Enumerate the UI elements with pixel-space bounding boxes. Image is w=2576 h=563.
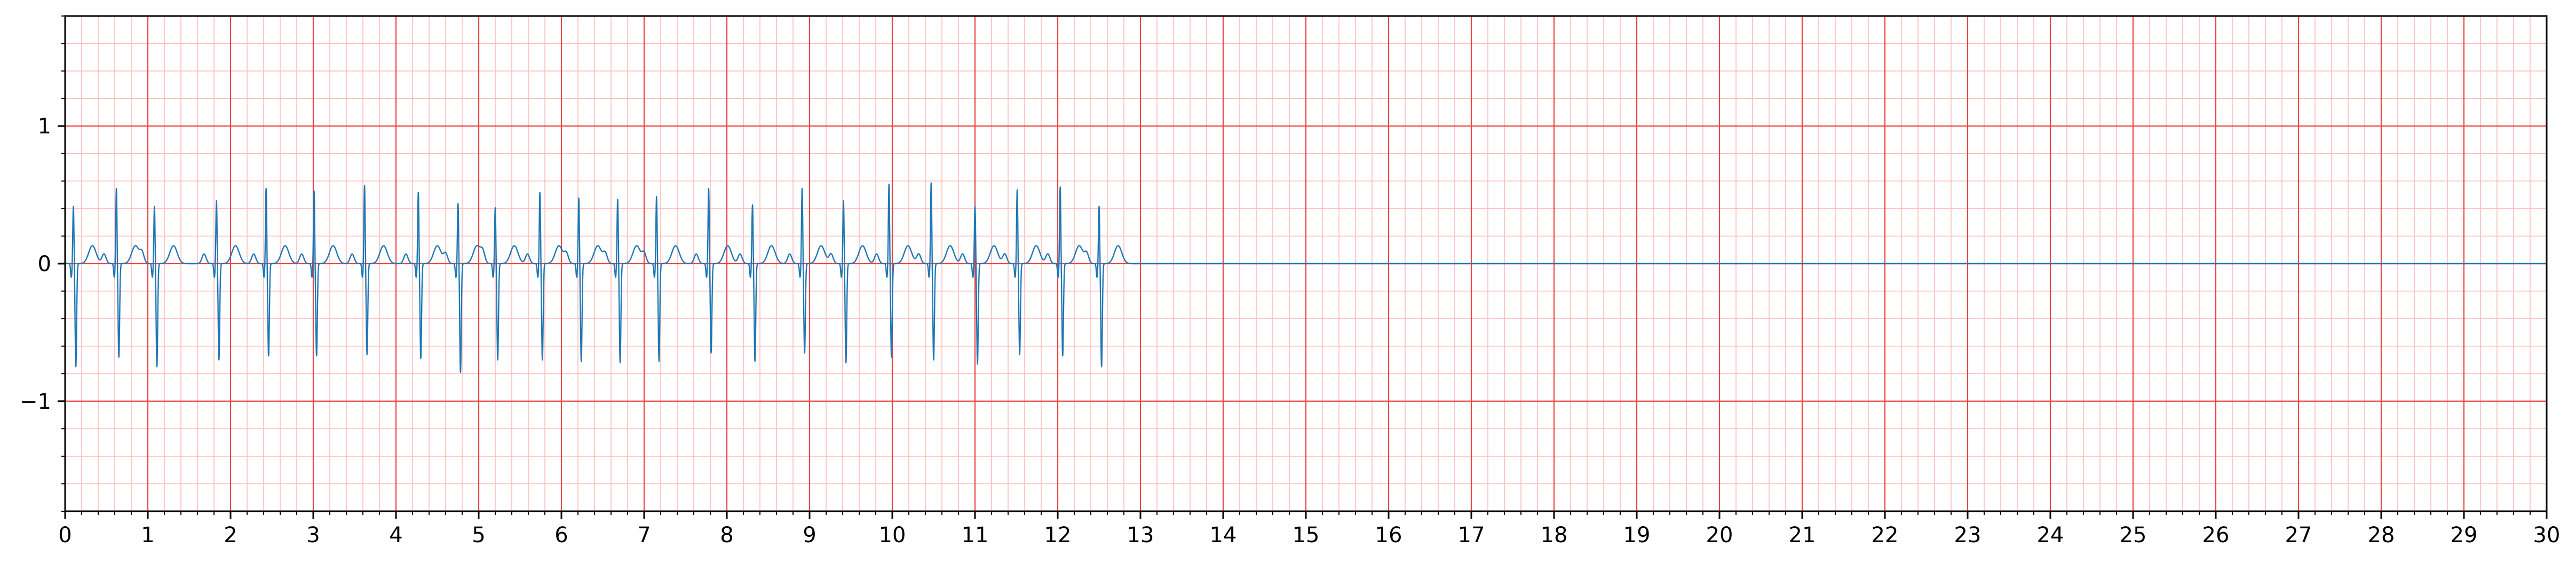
x-tick-label: 20 bbox=[1706, 523, 1733, 548]
x-tick-label: 6 bbox=[554, 523, 568, 548]
x-tick-label: 23 bbox=[1954, 523, 1981, 548]
x-tick-labels: 0 1 2 3 4 5 6 7 8 9 10 11 12 13 14 15 16 17 18 19 20 21 22 23 24… bbox=[58, 523, 2560, 548]
x-tick-label: 30 bbox=[2533, 523, 2561, 548]
x-tick-label: 4 bbox=[389, 523, 402, 548]
ecg-series bbox=[65, 182, 2547, 373]
x-tick-label: 26 bbox=[2202, 523, 2230, 548]
x-tick-label: 19 bbox=[1623, 523, 1651, 548]
x-tick-label: 3 bbox=[306, 523, 320, 548]
x-tick-label: 1 bbox=[141, 523, 154, 548]
y-tick-labels: −1 0 1 bbox=[20, 114, 51, 414]
x-tick-label: 9 bbox=[803, 523, 816, 548]
x-tick-label: 12 bbox=[1044, 523, 1072, 548]
x-tick-label: 22 bbox=[1872, 523, 1899, 548]
axis-ticks bbox=[58, 15, 2548, 519]
x-tick-label: 7 bbox=[637, 523, 651, 548]
x-tick-label: 25 bbox=[2120, 523, 2147, 548]
x-tick-label: 29 bbox=[2451, 523, 2478, 548]
ecg-line bbox=[65, 182, 2547, 373]
x-tick-label: 0 bbox=[58, 523, 72, 548]
y-tick-label: 0 bbox=[38, 252, 51, 276]
x-tick-label: 10 bbox=[879, 523, 906, 548]
x-tick-label: 16 bbox=[1375, 523, 1402, 548]
x-tick-label: 21 bbox=[1789, 523, 1816, 548]
x-tick-label: 11 bbox=[962, 523, 989, 548]
x-tick-label: 8 bbox=[720, 523, 733, 548]
y-tick-label: −1 bbox=[20, 390, 51, 414]
x-tick-label: 24 bbox=[2037, 523, 2064, 548]
x-tick-label: 15 bbox=[1293, 523, 1320, 548]
x-tick-label: 14 bbox=[1210, 523, 1237, 548]
x-tick-label: 18 bbox=[1541, 523, 1568, 548]
x-tick-label: 2 bbox=[224, 523, 237, 548]
x-tick-label: 5 bbox=[472, 523, 485, 548]
y-tick-label: 1 bbox=[38, 114, 51, 139]
x-tick-label: 28 bbox=[2368, 523, 2395, 548]
x-tick-label: 13 bbox=[1127, 523, 1154, 548]
x-tick-label: 27 bbox=[2285, 523, 2312, 548]
x-tick-label: 17 bbox=[1458, 523, 1485, 548]
